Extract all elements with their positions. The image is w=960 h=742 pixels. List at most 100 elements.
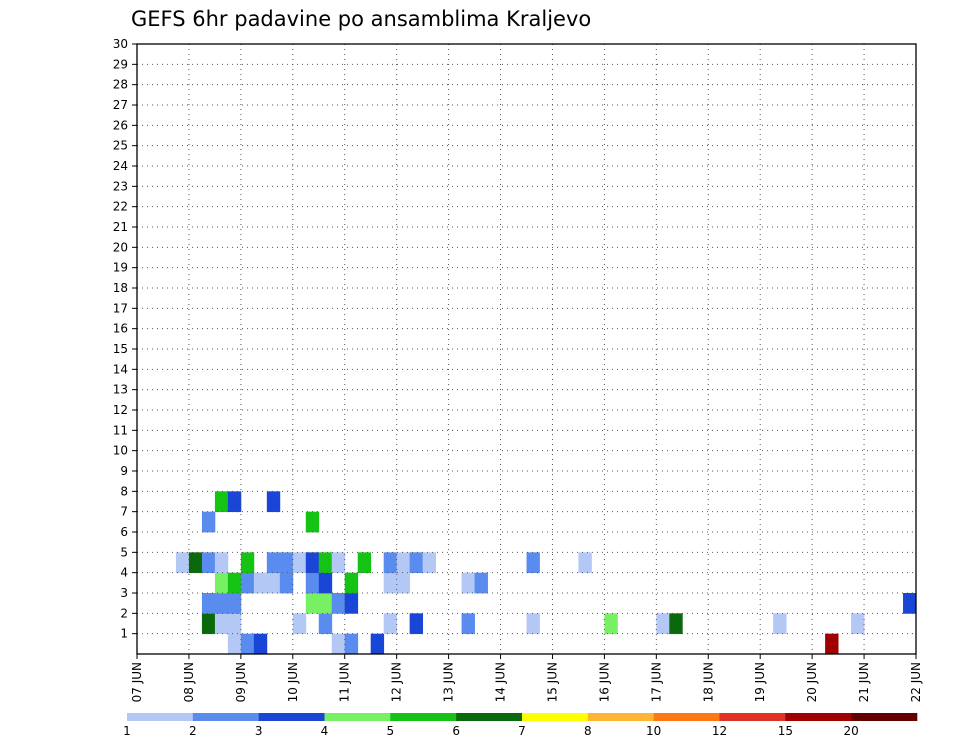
y-tick-label: 13 (113, 383, 128, 397)
heatmap-cell (409, 552, 424, 574)
y-tick-label: 16 (113, 322, 128, 336)
heatmap-cell (331, 552, 346, 574)
y-tick-label: 17 (113, 301, 128, 315)
legend-swatch (390, 713, 457, 721)
legend-label: 15 (778, 724, 793, 738)
heatmap-cell (292, 552, 307, 574)
heatmap-cell (409, 613, 424, 635)
heatmap-cell (266, 572, 281, 594)
legend-swatch (719, 713, 786, 721)
heatmap-cell (240, 572, 255, 594)
heatmap-cell (383, 613, 398, 635)
heatmap-cell (305, 572, 320, 594)
y-tick-label: 9 (120, 464, 128, 478)
x-tick-label: 11 JUN (338, 662, 352, 702)
heatmap-cell (227, 613, 242, 635)
legend-label: 5 (387, 724, 395, 738)
heatmap-cell (344, 572, 359, 594)
heatmap-cell (656, 613, 670, 635)
heatmap-cell (305, 511, 320, 533)
x-tick-label: 16 JUN (597, 662, 611, 702)
heatmap-cell (240, 633, 255, 655)
y-tick-label: 3 (120, 586, 128, 600)
legend-label: 6 (452, 724, 460, 738)
x-axis-ticks: 07 JUN 08 JUN 09 JUN 10 JUN 11 JUN 12 JUN 13 J… (130, 654, 923, 702)
legend-swatch (258, 713, 325, 721)
heatmap-cell (318, 613, 333, 635)
heatmap-cell (578, 552, 592, 574)
legend-swatch (653, 713, 720, 721)
heatmap-cell (370, 633, 385, 655)
heatmap-cell (253, 572, 268, 594)
color-legend: 1 2 3 4 5 6 7 8 10 12 15 20 (123, 713, 918, 738)
legend-swatch (456, 713, 523, 721)
x-tick-label: 21 JUN (857, 662, 871, 702)
legend-label: 1 (123, 724, 131, 738)
heatmap-cell (773, 613, 787, 635)
y-tick-label: 26 (113, 118, 128, 132)
heatmap-cell (214, 552, 229, 574)
y-tick-label: 18 (113, 281, 128, 295)
x-tick-label: 09 JUN (234, 662, 248, 702)
heatmap-cell (396, 552, 411, 574)
y-tick-label: 25 (113, 139, 128, 153)
heatmap-cell (318, 552, 333, 574)
legend-label: 12 (712, 724, 727, 738)
legend-swatch (785, 713, 852, 721)
y-tick-label: 20 (113, 240, 128, 254)
heatmap-cell (279, 552, 294, 574)
y-tick-label: 24 (113, 159, 128, 173)
heatmap-cell (344, 633, 359, 655)
heatmap-cell (201, 593, 216, 614)
heatmap-cell (214, 491, 229, 513)
heatmap-cell (214, 613, 229, 635)
y-tick-label: 23 (113, 179, 128, 193)
y-tick-label: 30 (113, 37, 128, 51)
legend-label: 8 (584, 724, 592, 738)
heatmap-cell (305, 593, 320, 614)
x-tick-label: 17 JUN (649, 662, 663, 702)
heatmap-cells (175, 491, 917, 655)
heatmap-cell (214, 593, 229, 614)
y-tick-label: 8 (120, 484, 128, 498)
heatmap-cell (305, 552, 320, 574)
heatmap-cell (331, 633, 346, 655)
y-tick-label: 22 (113, 200, 128, 214)
heatmap-cell (851, 613, 865, 635)
legend-swatch (127, 713, 194, 721)
heatmap-cell (383, 552, 398, 574)
heatmap-cell (461, 613, 475, 635)
heatmap-cell (461, 572, 475, 594)
heatmap-cell (175, 552, 190, 574)
x-tick-label: 13 JUN (442, 662, 456, 702)
heatmap-cell (188, 552, 203, 574)
heatmap-cell (383, 572, 398, 594)
y-tick-label: 19 (113, 261, 128, 275)
heatmap-cell (266, 552, 281, 574)
x-tick-label: 07 JUN (130, 662, 144, 702)
heatmap-cell (253, 633, 268, 655)
x-tick-label: 08 JUN (182, 662, 196, 702)
x-tick-label: 20 JUN (805, 662, 819, 702)
legend-label: 2 (189, 724, 197, 738)
heatmap-cell (903, 593, 917, 614)
x-tick-label: 14 JUN (494, 662, 508, 702)
legend-label: 4 (321, 724, 329, 738)
heatmap-cell (604, 613, 618, 635)
legend-label: 3 (255, 724, 263, 738)
y-tick-label: 1 (120, 627, 128, 641)
heatmap-cell (292, 613, 307, 635)
heatmap-cell (669, 613, 683, 635)
heatmap-cell (357, 552, 372, 574)
legend-swatch (587, 713, 654, 721)
x-tick-label: 19 JUN (753, 662, 767, 702)
y-tick-label: 14 (113, 362, 128, 376)
heatmap-cell (214, 572, 229, 594)
heatmap-cell (526, 613, 540, 635)
heatmap-cell (474, 572, 488, 594)
heatmap-cell (318, 593, 333, 614)
y-tick-label: 29 (113, 57, 128, 71)
heatmap-cell (227, 491, 242, 513)
y-tick-label: 15 (113, 342, 128, 356)
